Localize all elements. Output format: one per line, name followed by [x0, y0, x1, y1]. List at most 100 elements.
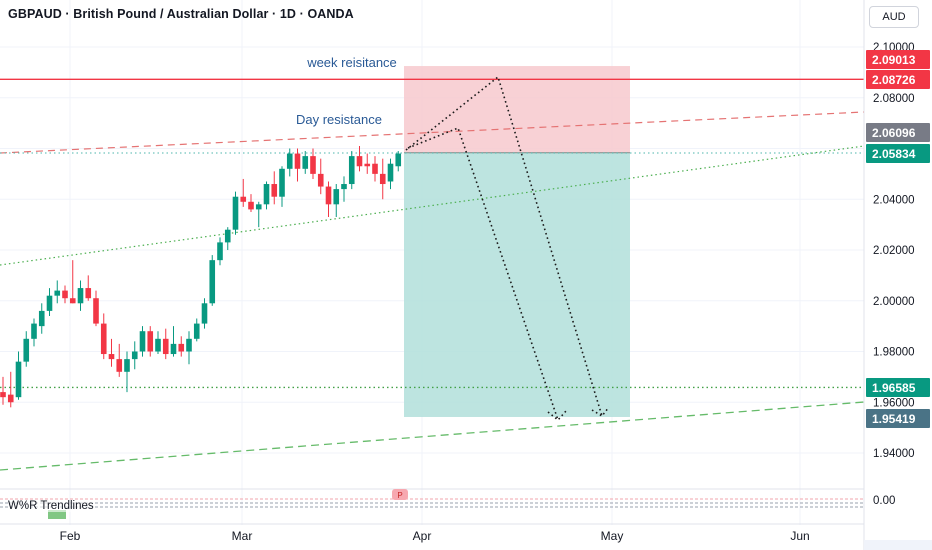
price-label-text: 2.06096	[872, 126, 916, 140]
candle-body	[62, 290, 68, 299]
price-label-box	[866, 144, 930, 163]
day-resistance-label: Day resistance	[296, 112, 382, 127]
candle-body	[46, 295, 53, 311]
price-tick-label: 2.04000	[873, 194, 915, 206]
price-label-box	[866, 50, 930, 69]
candle-body	[69, 298, 76, 304]
candle-body	[170, 343, 177, 355]
annotations: week reisitance Day resistance	[296, 55, 397, 127]
candle-body	[348, 156, 355, 185]
candle-body	[294, 153, 301, 169]
candle-body	[248, 201, 254, 210]
week-resistance-label: week reisitance	[306, 55, 397, 70]
candle-body	[0, 392, 6, 398]
candle-body	[131, 351, 138, 360]
lower-channel-line	[0, 401, 865, 471]
candle-body	[302, 156, 309, 169]
stop-loss-zone	[404, 66, 630, 153]
candle-body	[201, 303, 208, 324]
candle-body	[341, 184, 347, 190]
price-tick-label: 1.94000	[873, 448, 915, 460]
candle-body	[93, 298, 99, 324]
price-label-text: 2.09013	[872, 53, 916, 67]
price-label-text: 2.05834	[872, 147, 916, 161]
candle-body	[108, 354, 115, 360]
candle-body	[139, 331, 146, 352]
candle-body	[310, 156, 316, 174]
candle-body	[116, 359, 123, 372]
time-tick-label: Feb	[60, 529, 81, 543]
candle-body	[15, 361, 22, 398]
candle-body	[279, 168, 285, 197]
price-tick-label: 1.98000	[873, 347, 915, 359]
indicator-label[interactable]: W%R Trendlines	[8, 500, 94, 512]
candle-body	[155, 338, 161, 352]
price-label-text: 1.95419	[872, 412, 916, 426]
candle-body	[286, 153, 293, 169]
price-label-text: 2.08726	[872, 73, 916, 87]
price-label-box	[866, 70, 930, 89]
candle-body	[178, 343, 185, 352]
candle-body	[54, 290, 61, 296]
projection-arrows[interactable]	[405, 75, 610, 422]
currency-button[interactable]: AUD	[869, 6, 919, 28]
day-resistance-line	[0, 111, 865, 154]
candle-body	[31, 323, 37, 339]
candle-body	[240, 196, 247, 202]
candle-body	[232, 196, 239, 230]
candle-body	[317, 173, 324, 187]
candle-body	[77, 288, 84, 304]
candle-body	[255, 204, 262, 210]
time-tick-label: Apr	[413, 529, 432, 543]
candle-body	[217, 242, 223, 261]
price-label-box	[866, 123, 930, 142]
candle-body	[379, 173, 386, 185]
candle-body	[325, 186, 332, 205]
candle-body	[263, 184, 270, 205]
time-tick-label: May	[601, 529, 624, 543]
position-zones	[404, 66, 630, 417]
price-tick-label: 2.00000	[873, 296, 915, 308]
axis-corner	[864, 540, 932, 550]
candle-body	[124, 359, 130, 372]
price-label-box	[866, 409, 930, 428]
candle-body	[7, 394, 14, 403]
price-tick-label: 2.08000	[873, 93, 915, 105]
price-label-box	[866, 378, 930, 397]
candle-body	[85, 288, 92, 299]
drawn-lines[interactable]	[0, 78, 865, 471]
indicator-marker-badge	[392, 489, 408, 500]
price-axis[interactable]: 2.100002.080002.060002.040002.020002.000…	[863, 0, 932, 550]
indicator-value-label: 0.00	[873, 495, 895, 507]
candle-body	[395, 153, 402, 167]
price-tick-label: 1.96000	[873, 397, 915, 409]
candle-body	[372, 163, 378, 174]
indicator-marker-text: P	[397, 491, 402, 500]
take-profit-zone	[404, 152, 630, 417]
candle-body	[333, 189, 340, 205]
candle-body	[224, 229, 231, 243]
candle-body	[193, 323, 200, 339]
candle-body	[364, 163, 371, 167]
arrowhead-week	[591, 406, 610, 418]
candle-body	[38, 310, 45, 327]
candle-body	[271, 184, 278, 197]
candle-body	[147, 331, 154, 352]
candles	[0, 145, 402, 408]
time-tick-label: Jun	[790, 529, 809, 543]
candle-body	[356, 156, 363, 167]
candle-body	[100, 323, 107, 355]
indicator-signal-bar	[48, 510, 66, 519]
candle-body	[387, 163, 394, 182]
candle-body	[23, 338, 30, 362]
indicator-pane: P	[0, 488, 932, 519]
time-axis[interactable]: Feb Mar Apr May Jun	[0, 523, 932, 550]
price-label-text: 1.96585	[872, 381, 916, 395]
time-tick-label: Mar	[232, 529, 253, 543]
price-tick-label: 2.02000	[873, 245, 915, 257]
symbol-title[interactable]: GBPAUD · British Pound / Australian Doll…	[8, 7, 354, 21]
candle-body	[162, 338, 169, 355]
candle-body	[186, 338, 192, 352]
